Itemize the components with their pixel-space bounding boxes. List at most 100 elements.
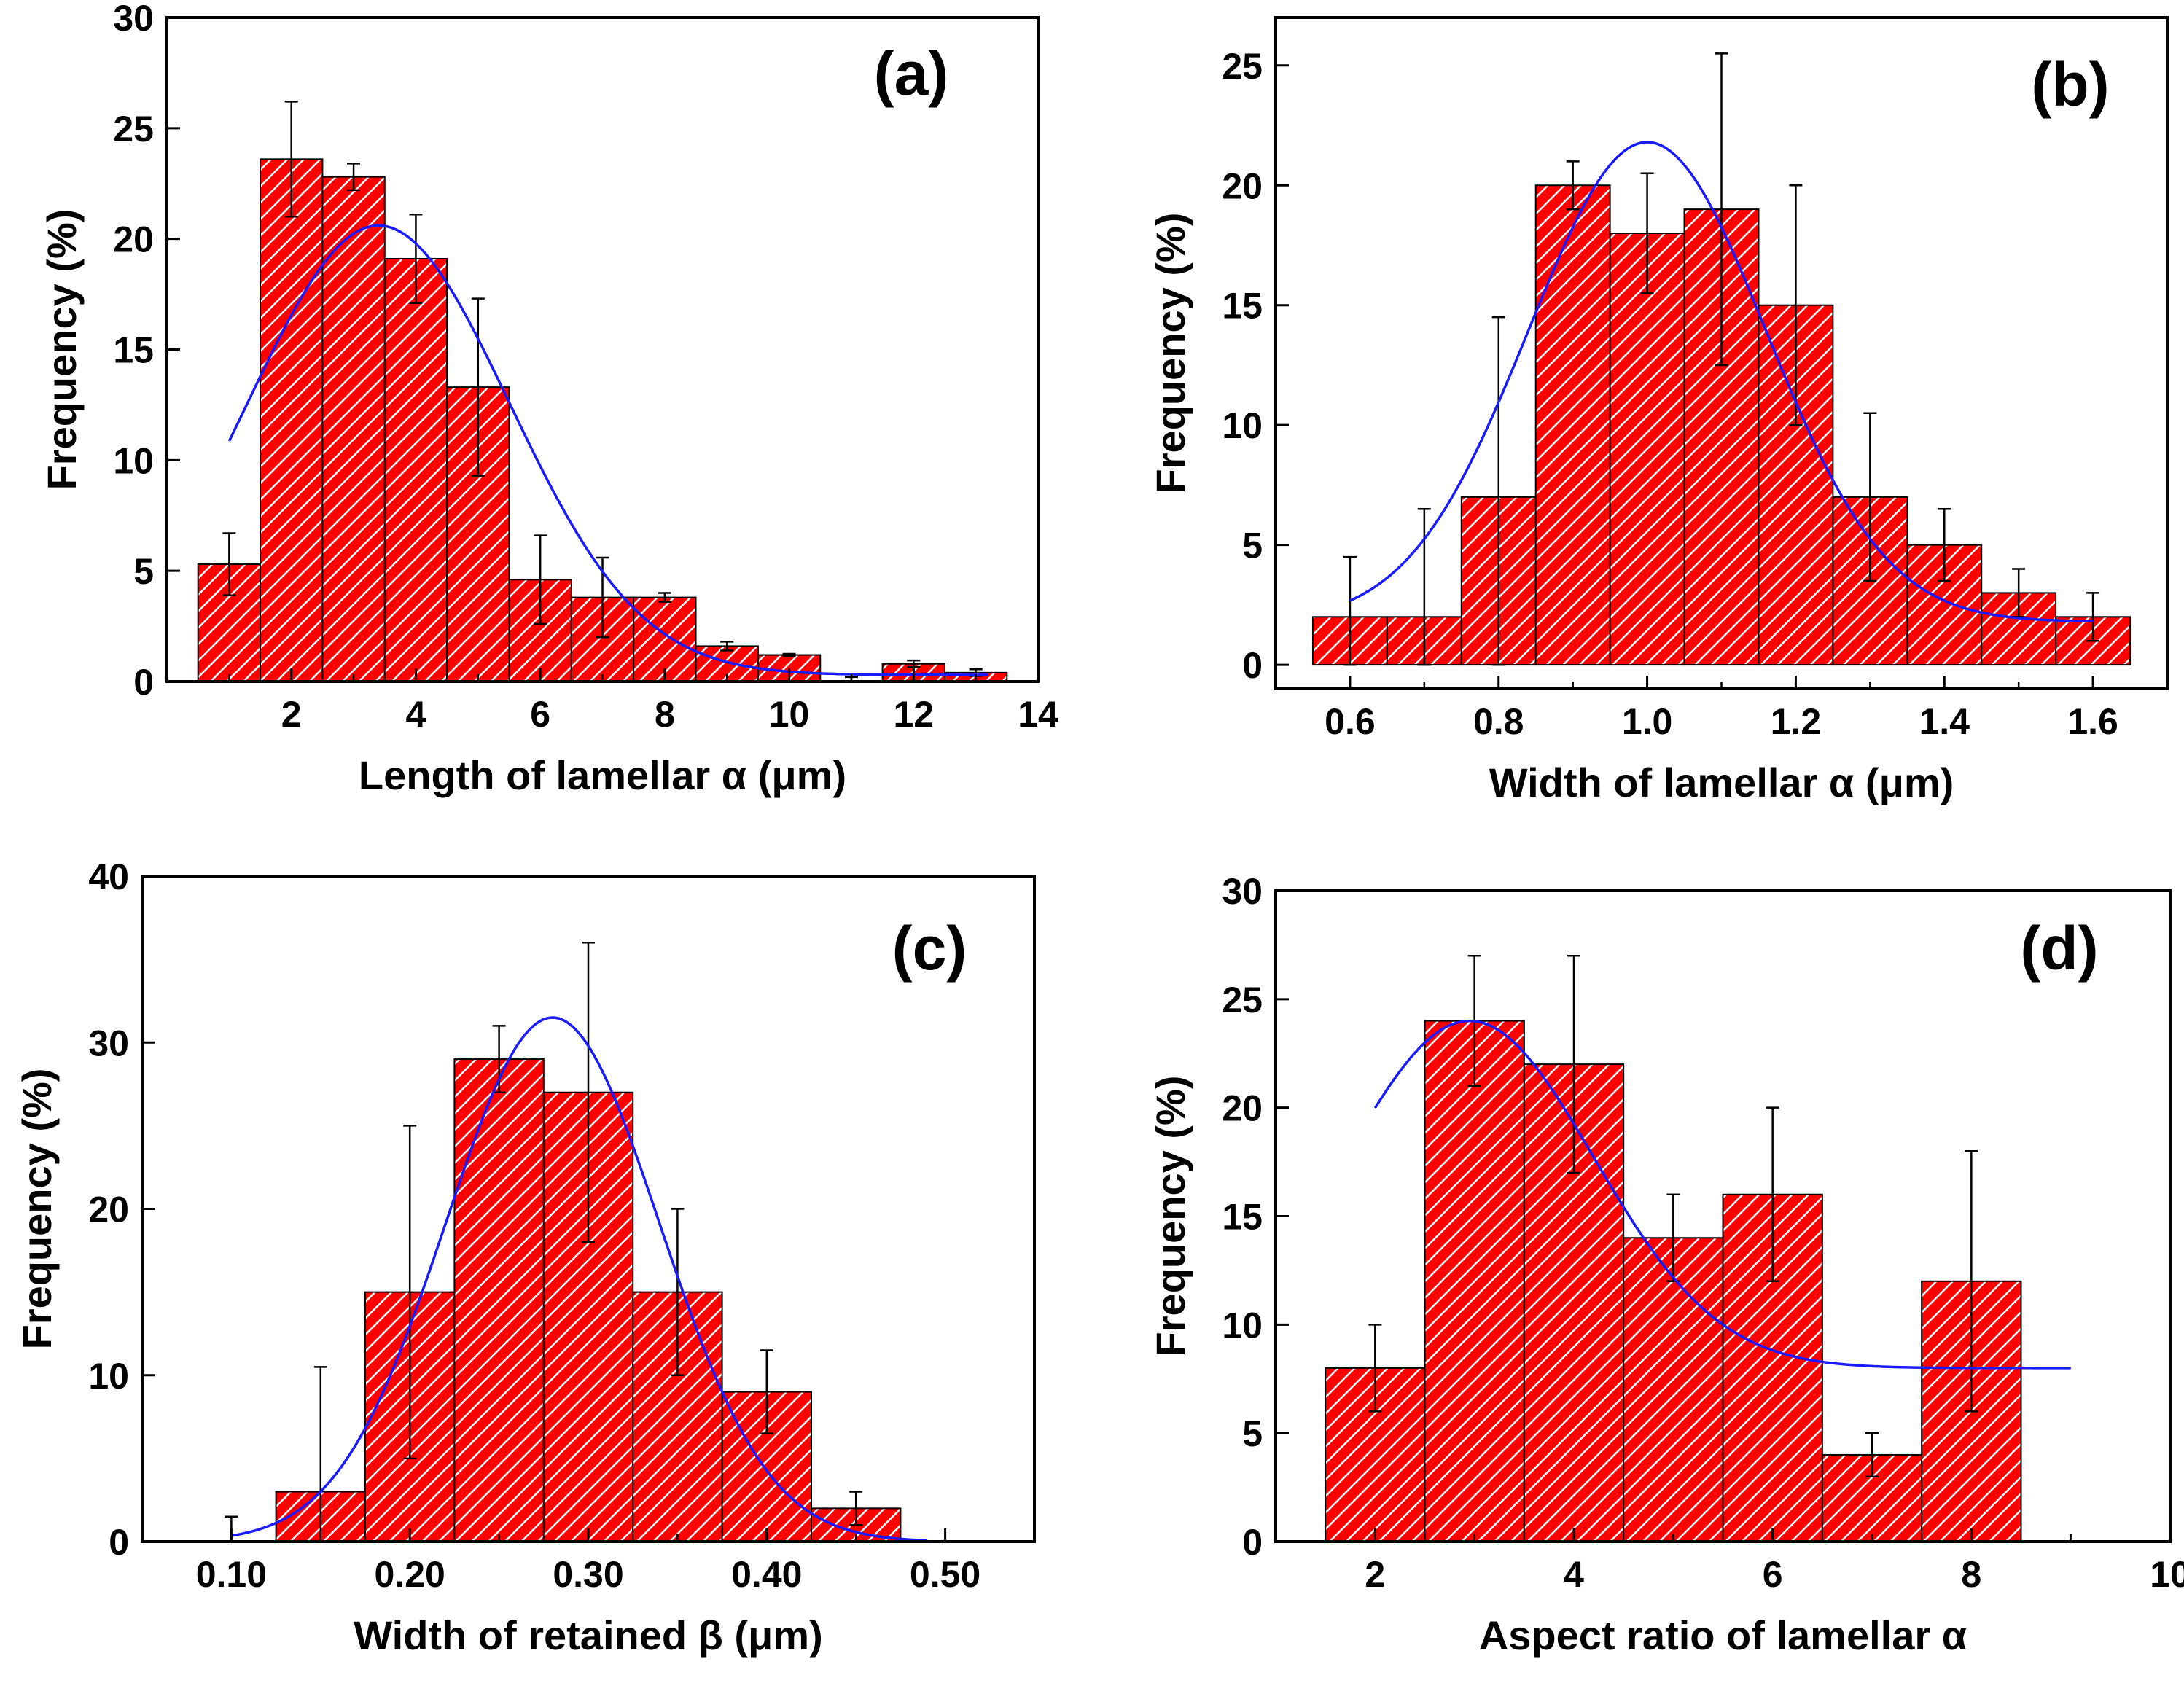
panel-b-error-bar-4 (1640, 172, 1654, 294)
panel-a-y-tick-label-0: 0 (133, 662, 154, 703)
panel-a-error-bar-9 (782, 652, 796, 657)
panel-b-x-tick-label-2: 1.0 (1622, 701, 1673, 742)
panel-d-bars (1325, 1020, 2022, 1543)
panel-a-x-axis-label: Length of lamellar α (μm) (359, 752, 846, 798)
panel-b-x-axis-label: Width of lamellar α (μm) (1489, 760, 1954, 805)
panel-d-x-tick-label-2: 6 (1763, 1554, 1783, 1595)
panel-a-error-bar-5 (534, 534, 547, 625)
panel-d-y-tick-label-0: 0 (1242, 1522, 1263, 1563)
panel-d-fit-curve (1373, 1019, 2071, 1370)
panel-a-y-tick-label-6: 30 (113, 0, 154, 39)
panel-b-error-bar-3 (1566, 160, 1580, 211)
panel-b-x-ticks: 0.6 0.8 1.0 1.2 1.4 1.6 (1325, 676, 2118, 742)
panel-c-y-tick-label-4: 40 (88, 856, 129, 897)
panel-a-bar-3 (383, 257, 448, 683)
panel-b-error-bar-2 (1491, 316, 1505, 666)
panel-a-fit-curve (227, 224, 988, 676)
panel-a-y-tick-label-1: 5 (133, 551, 154, 592)
panel-c-x-tick-label-4: 0.50 (910, 1554, 980, 1595)
panel-b-x-tick-label-1: 0.8 (1473, 701, 1524, 742)
panel-c-y-tick-label-2: 20 (88, 1190, 129, 1230)
panel-b: 0.6 0.8 1.0 1.2 1.4 1.6 0 5 10 15 20 25 Width of lam… (1147, 16, 2169, 805)
panel-d-y-axis-label: Frequency (%) (1147, 1076, 1193, 1357)
panel-b-y-tick-label-2: 10 (1222, 405, 1263, 446)
panel-a-x-tick-label-1: 4 (406, 694, 426, 735)
panel-c-error-bar-5 (671, 1208, 685, 1376)
panel-d-y-tick-label-5: 25 (1222, 980, 1263, 1020)
panel-b-error-bar-1 (1417, 508, 1431, 666)
panel-a-x-tick-label-5: 12 (893, 694, 934, 735)
panel-a-y-tick-label-3: 15 (113, 330, 154, 371)
panel-c-x-ticks: 0.10 0.20 0.30 0.40 0.50 (196, 1528, 980, 1595)
panel-d-y-tick-label-1: 5 (1242, 1413, 1263, 1454)
panel-a-panel-label: (a) (874, 39, 949, 108)
panel-c-y-axis-label: Frequency (%) (14, 1069, 60, 1350)
panel-c-bar-3 (453, 1058, 545, 1542)
panel-b-x-tick-label-5: 1.6 (2067, 701, 2118, 742)
panel-b-error-bar-8 (1938, 508, 1951, 582)
panel-d-error-bar-0 (1368, 1324, 1382, 1413)
panel-a-error-bar-0 (222, 532, 236, 596)
panel-a-error-bar-4 (471, 297, 485, 477)
panel-a-x-tick-label-0: 2 (281, 694, 302, 735)
panel-d-y-ticks: 0 5 10 15 20 25 30 (1222, 871, 1289, 1563)
panel-d-panel-label: (d) (2020, 914, 2098, 983)
panel-b-bar-6 (1758, 304, 1834, 666)
panel-d-y-tick-label-3: 15 (1222, 1197, 1263, 1238)
panel-d-x-tick-label-4: 10 (2150, 1554, 2184, 1595)
panel-c: 0.10 0.20 0.30 0.40 0.50 0 10 20 30 40 Width of re… (14, 856, 1036, 1658)
panel-c-y-tick-label-1: 10 (88, 1356, 129, 1397)
panel-a-error-bar-7 (658, 592, 671, 603)
panel-c-error-bar-7 (849, 1491, 863, 1526)
panel-a-y-ticks: 0 5 10 15 20 25 30 (113, 0, 180, 703)
panel-b-x-tick-label-0: 0.6 (1325, 701, 1376, 742)
panel-d-error-bar-2 (1567, 955, 1580, 1174)
panel-b-error-bar-6 (1789, 184, 1803, 426)
panel-c-x-tick-label-1: 0.20 (375, 1554, 445, 1595)
panel-d-error-bar-5 (1865, 1432, 1879, 1477)
panel-a-error-bar-8 (720, 641, 734, 652)
panel-c-error-bar-2 (403, 1125, 417, 1460)
panel-b-x-tick-label-4: 1.4 (1919, 701, 1970, 742)
panel-c-x-tick-label-3: 0.40 (731, 1554, 802, 1595)
panel-a-error-bar-1 (284, 101, 298, 218)
panel-d-x-ticks: 2 4 6 8 10 (1365, 1528, 2184, 1595)
panel-a-x-tick-label-2: 6 (530, 694, 550, 735)
panel-b-x-tick-label-3: 1.2 (1771, 701, 1822, 742)
panel-c-panel-label: (c) (892, 914, 967, 983)
panel-a-y-axis-label: Frequency (%) (39, 209, 85, 491)
panel-a-error-bar-2 (347, 163, 361, 192)
panel-b-y-tick-label-5: 25 (1222, 46, 1263, 87)
panel-b-error-bars (1343, 52, 2100, 666)
panel-d-y-tick-label-2: 10 (1222, 1305, 1263, 1346)
panel-d-y-tick-label-4: 20 (1222, 1088, 1263, 1129)
panel-b-y-tick-label-1: 5 (1242, 526, 1263, 566)
panel-c-fit-curve (231, 1016, 928, 1542)
panel-a-y-tick-label-5: 25 (113, 109, 154, 149)
panel-d-error-bar-4 (1766, 1106, 1779, 1283)
panel-c-x-tick-label-0: 0.10 (196, 1554, 267, 1595)
panel-a-x-ticks: 2 4 6 8 10 12 14 (228, 668, 1058, 735)
panel-c-error-bars (225, 942, 863, 1543)
panel-a-bar-1 (260, 158, 324, 682)
panel-a-y-tick-label-2: 10 (113, 440, 154, 481)
panel-a-error-bar-3 (409, 214, 423, 304)
panel-b-error-bar-5 (1715, 52, 1728, 367)
panel-b-y-tick-label-3: 15 (1222, 286, 1263, 327)
panel-b-bar-4 (1609, 233, 1685, 666)
panel-b-bar-3 (1534, 184, 1611, 666)
panel-b-y-ticks: 0 5 10 15 20 25 (1222, 46, 1289, 686)
panel-c-y-tick-label-0: 0 (109, 1522, 129, 1563)
panel-c-x-tick-label-2: 0.30 (553, 1554, 623, 1595)
panel-a-error-bar-11 (907, 659, 921, 668)
panel-d-bar-1 (1424, 1020, 1525, 1542)
panel-b-y-tick-label-0: 0 (1242, 645, 1263, 686)
panel-b-y-tick-label-4: 20 (1222, 165, 1263, 206)
panel-d-x-axis-label: Aspect ratio of lamellar α (1479, 1612, 1967, 1658)
panel-c-x-axis-label: Width of retained β (μm) (354, 1612, 822, 1658)
panel-a-x-tick-label-6: 14 (1018, 694, 1058, 735)
panel-a-x-tick-label-3: 8 (655, 694, 675, 735)
panel-c-y-tick-label-3: 30 (88, 1023, 129, 1063)
panel-a-bar-7 (633, 596, 697, 683)
